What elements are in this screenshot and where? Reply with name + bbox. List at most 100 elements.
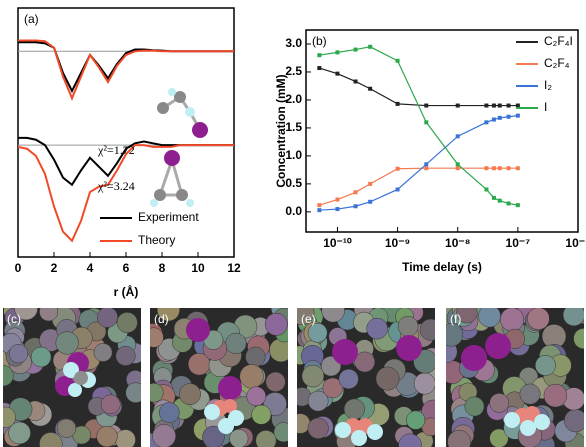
- x-tick-label: 10⁻⁸: [445, 236, 470, 250]
- y-tick-label: 1.5: [285, 120, 302, 134]
- x-axis-label: Time delay (s): [402, 260, 482, 274]
- x-tick-label: 10: [191, 261, 205, 275]
- sphere: [489, 393, 510, 413]
- data-point: [368, 86, 373, 91]
- image-label: (d): [154, 312, 169, 326]
- y-tick-label: 3.0: [285, 36, 302, 50]
- sphere: [96, 425, 118, 447]
- sphere: [8, 421, 31, 445]
- sphere: [297, 308, 315, 326]
- molecule-atom: [335, 422, 351, 438]
- data-point: [491, 195, 496, 200]
- sphere: [152, 424, 176, 447]
- image-label: (c): [7, 312, 21, 326]
- series-line: [319, 167, 518, 206]
- data-point: [455, 166, 460, 171]
- sphere: [245, 346, 266, 367]
- sphere: [225, 332, 247, 354]
- sphere: [307, 417, 329, 439]
- series-line: [18, 41, 234, 94]
- x-tick-label: 2: [51, 261, 58, 275]
- data-point: [455, 134, 460, 139]
- data-point: [497, 198, 502, 203]
- data-point: [353, 190, 358, 195]
- molecule-atom: [186, 318, 210, 342]
- panel-label: (b): [312, 34, 327, 48]
- sphere: [366, 317, 388, 340]
- sphere: [14, 308, 38, 321]
- sphere: [265, 371, 286, 392]
- image-panel: [3, 308, 141, 447]
- molecule-a2: [150, 150, 194, 207]
- sphere: [156, 308, 180, 322]
- data-point: [368, 181, 373, 186]
- sphere: [489, 428, 509, 447]
- data-point: [484, 187, 489, 192]
- y-tick-label: 2.0: [285, 92, 302, 106]
- data-point: [491, 117, 496, 122]
- data-point: [353, 47, 358, 52]
- molecule-a1: [157, 88, 208, 138]
- sphere: [322, 377, 344, 399]
- x-tick-label: 12: [227, 261, 241, 275]
- sphere: [150, 327, 164, 348]
- sphere: [56, 418, 77, 438]
- molecule-atom: [68, 383, 82, 397]
- sphere: [301, 364, 325, 388]
- molecule-atom: [534, 414, 550, 430]
- data-point: [506, 201, 511, 206]
- sphere: [125, 382, 141, 403]
- sphere: [3, 406, 16, 428]
- sphere: [456, 308, 478, 324]
- data-point: [506, 114, 511, 119]
- sphere: [573, 328, 584, 350]
- molecule-atom: [218, 376, 242, 400]
- sphere: [39, 308, 59, 322]
- image-label: (e): [301, 312, 316, 326]
- sphere: [239, 364, 264, 389]
- data-point: [515, 103, 520, 108]
- data-point: [515, 113, 520, 118]
- data-point: [335, 50, 340, 55]
- data-point: [317, 208, 322, 213]
- data-point: [497, 166, 502, 171]
- molecule-atom: [367, 424, 383, 440]
- sphere: [30, 346, 52, 368]
- data-point: [484, 103, 489, 108]
- molecule-atom: [223, 399, 237, 413]
- data-point: [491, 103, 496, 108]
- data-point: [455, 103, 460, 108]
- legend-label: Experiment: [138, 210, 199, 224]
- y-tick-label: 1.0: [285, 148, 302, 162]
- data-point: [317, 53, 322, 58]
- sphere: [413, 372, 435, 395]
- data-point: [497, 103, 502, 108]
- sphere: [100, 394, 121, 415]
- image-panel: [446, 308, 584, 447]
- y-tick-label: 0.0: [285, 204, 302, 218]
- sphere: [338, 368, 359, 390]
- series-line: [319, 67, 518, 107]
- x-tick-label: 10⁻⁷: [506, 236, 531, 250]
- sphere: [158, 402, 180, 423]
- sphere: [116, 312, 138, 334]
- sphere: [519, 383, 541, 405]
- series-line: [17, 144, 234, 243]
- molecule-atom: [396, 335, 422, 361]
- x-tick-label: 8: [159, 261, 166, 275]
- x-axis-label: r (Å): [114, 284, 139, 299]
- data-point: [395, 101, 400, 106]
- molecule-atom: [351, 430, 367, 446]
- data-point: [491, 166, 496, 171]
- data-point: [506, 166, 511, 171]
- y-tick-label: 2.5: [285, 64, 302, 78]
- x-tick-label: 10⁻⁹: [385, 236, 410, 250]
- legend-label: C₂F₄: [544, 56, 570, 70]
- molecule-atom: [461, 345, 487, 371]
- sphere: [273, 422, 288, 443]
- sphere: [500, 308, 525, 332]
- sphere: [398, 433, 422, 447]
- sphere: [8, 344, 29, 364]
- sphere: [562, 308, 584, 327]
